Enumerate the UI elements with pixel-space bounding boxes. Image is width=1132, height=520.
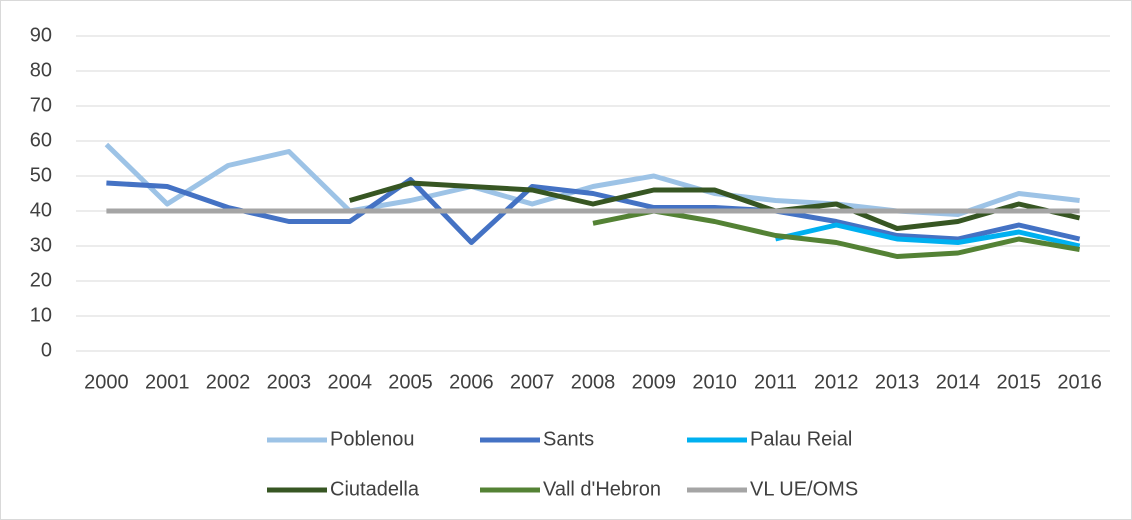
x-tick-label: 2009	[632, 371, 677, 393]
y-tick-label: 10	[30, 304, 52, 326]
x-tick-label: 2001	[145, 371, 190, 393]
series-line	[774, 222, 1081, 249]
x-tick-label: 2004	[327, 371, 372, 393]
x-tick-label: 2010	[692, 371, 737, 393]
y-tick-label: 0	[41, 339, 52, 361]
series-line	[592, 208, 1081, 259]
legend-label: Sants	[543, 428, 594, 450]
x-tick-label: 2016	[1057, 371, 1102, 393]
x-tick-label: 2003	[267, 371, 312, 393]
x-tick-label: 2002	[206, 371, 251, 393]
legend-label: Poblenou	[330, 428, 415, 450]
x-tick-label: 2011	[754, 371, 797, 393]
y-tick-label: 50	[30, 164, 52, 186]
legend-label: Ciutadella	[330, 478, 420, 500]
x-tick-label: 2012	[814, 371, 859, 393]
x-tick-label: 2015	[997, 371, 1042, 393]
y-tick-label: 90	[30, 24, 52, 46]
y-tick-label: 60	[30, 129, 52, 151]
x-tick-label: 2000	[84, 371, 129, 393]
legend-label: Vall d'Hebron	[543, 478, 661, 500]
series-line	[106, 177, 1081, 245]
x-tick-label: 2008	[571, 371, 616, 393]
x-tick-label: 2013	[875, 371, 920, 393]
series-line	[349, 180, 1081, 231]
x-tick-label: 2006	[449, 371, 494, 393]
x-tick-label: 2007	[510, 371, 555, 393]
x-tick-label: 2014	[936, 371, 981, 393]
y-tick-label: 20	[30, 269, 52, 291]
legend-label: VL UE/OMS	[750, 478, 858, 500]
y-tick-label: 30	[30, 234, 52, 256]
y-tick-label: 80	[30, 59, 52, 81]
y-tick-label: 70	[30, 94, 52, 116]
y-tick-label: 40	[30, 199, 52, 221]
legend-label: Palau Reial	[750, 428, 852, 450]
x-tick-label: 2005	[388, 371, 433, 393]
